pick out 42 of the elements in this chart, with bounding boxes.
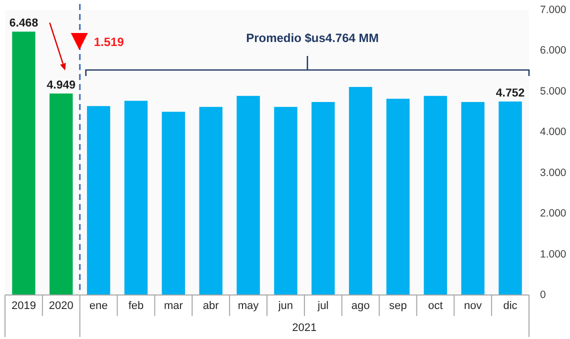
x-tick-label: nov — [464, 300, 482, 312]
x-tick-label: 2020 — [48, 300, 74, 312]
x-tick-label: ene — [89, 300, 108, 312]
bar — [162, 112, 186, 295]
bar — [124, 100, 148, 295]
bar — [461, 102, 484, 295]
y-tick-label: 3.000 — [540, 166, 566, 179]
bar — [274, 106, 298, 295]
y-tick-label: 4.000 — [540, 126, 566, 138]
bar — [424, 96, 448, 295]
bar — [86, 106, 110, 295]
x-tick-label: may — [238, 300, 260, 312]
x-tick-label: ago — [351, 300, 370, 312]
data-label: 4.752 — [496, 88, 525, 100]
bar — [348, 86, 372, 295]
bar — [12, 32, 36, 295]
x-tick-label: mar — [164, 300, 184, 312]
data-label: 6.468 — [9, 18, 39, 30]
bar — [498, 102, 522, 295]
bar — [50, 94, 73, 295]
y-tick-label: 6.000 — [540, 44, 566, 57]
bar — [199, 106, 222, 295]
annotation: 1.519 — [94, 35, 124, 49]
y-tick-label: 0 — [540, 289, 546, 301]
x-tick-label: feb — [128, 300, 144, 312]
text: 2021 — [292, 322, 317, 334]
x-tick-label: sep — [389, 300, 407, 312]
y-tick-label: 7.000 — [540, 4, 566, 16]
bar — [236, 96, 260, 295]
data-label: 4.949 — [46, 80, 76, 92]
y-tick-label: 1.000 — [540, 248, 566, 260]
y-tick-label: 5.000 — [540, 85, 566, 98]
x-tick-label: oct — [428, 300, 443, 312]
x-tick-label: abr — [202, 300, 220, 312]
x-tick-label: jul — [316, 300, 329, 312]
x-tick-label: dic — [503, 300, 518, 312]
bar — [386, 98, 410, 295]
x-tick-label: jun — [277, 300, 294, 312]
x-tick-label: 2019 — [11, 300, 36, 312]
bar — [312, 102, 335, 295]
y-tick-label: 2.000 — [540, 208, 566, 220]
annotation: Promedio $us4.764 MM — [246, 31, 379, 45]
